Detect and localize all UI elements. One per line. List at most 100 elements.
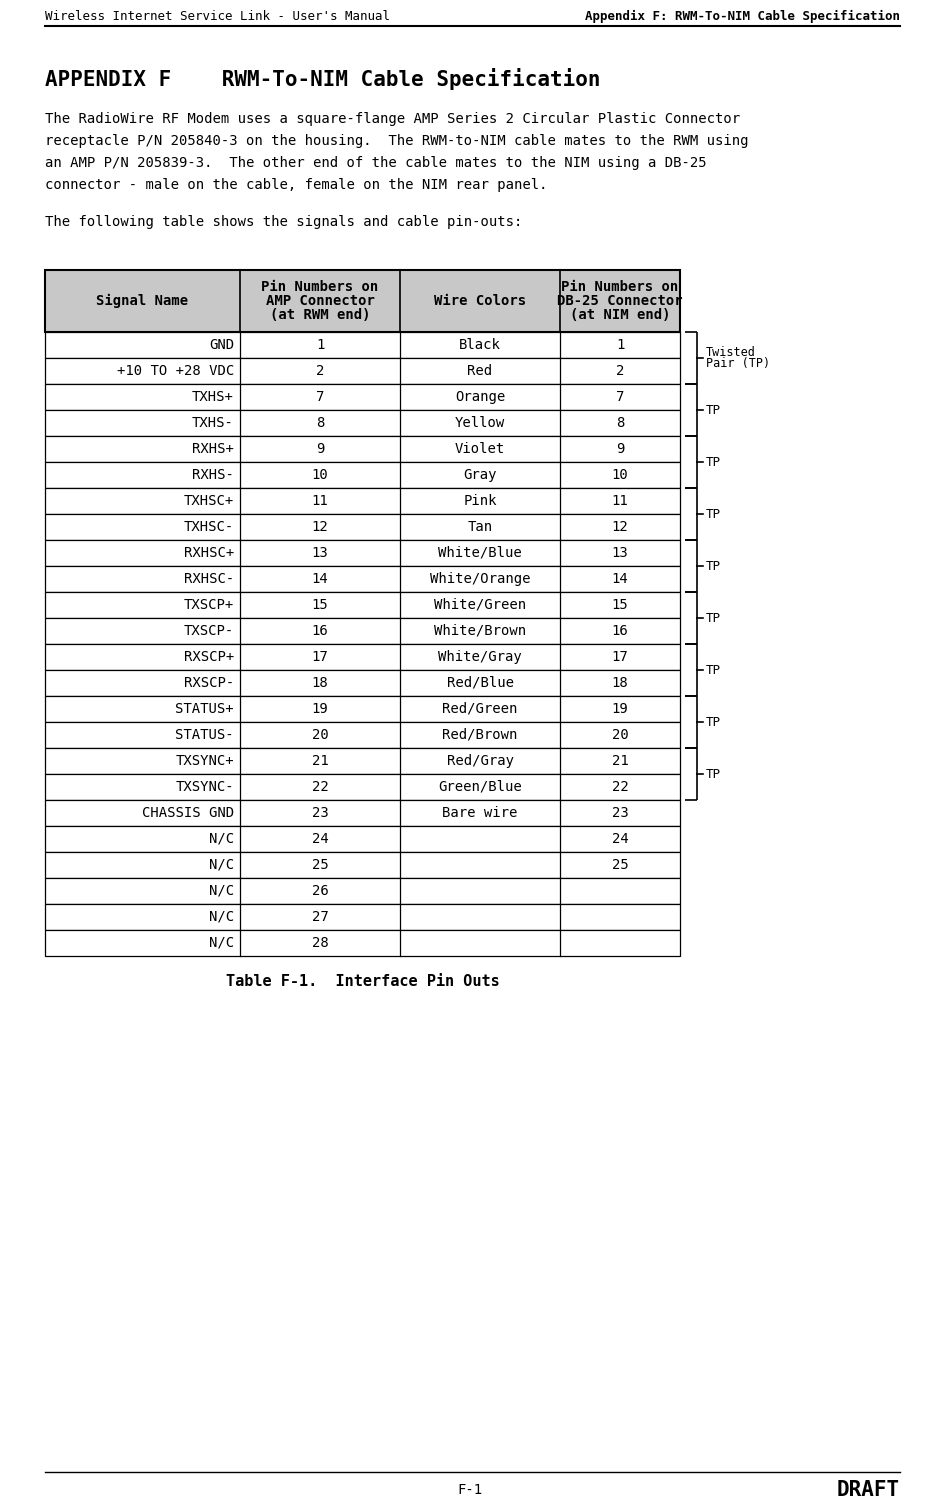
FancyBboxPatch shape (45, 878, 680, 903)
FancyBboxPatch shape (45, 903, 680, 930)
Text: RXSCP-: RXSCP- (183, 676, 234, 691)
Text: 15: 15 (312, 599, 328, 612)
Text: 12: 12 (612, 520, 628, 534)
Text: White/Blue: White/Blue (438, 546, 522, 559)
Text: Signal Name: Signal Name (97, 294, 189, 308)
Text: N/C: N/C (209, 909, 234, 924)
Text: White/Orange: White/Orange (430, 572, 530, 587)
Text: (at NIM end): (at NIM end) (570, 308, 670, 323)
Text: 15: 15 (612, 599, 628, 612)
Text: 27: 27 (312, 909, 328, 924)
Text: White/Gray: White/Gray (438, 650, 522, 664)
Text: 13: 13 (612, 546, 628, 559)
Text: TXSCP+: TXSCP+ (183, 599, 234, 612)
Text: N/C: N/C (209, 884, 234, 897)
Text: N/C: N/C (209, 832, 234, 846)
Text: DB-25 Connector: DB-25 Connector (557, 294, 682, 308)
FancyBboxPatch shape (45, 644, 680, 670)
FancyBboxPatch shape (45, 801, 680, 826)
Text: 26: 26 (312, 884, 328, 897)
Text: 8: 8 (616, 416, 624, 430)
Text: 24: 24 (612, 832, 628, 846)
Text: 19: 19 (612, 703, 628, 716)
Text: N/C: N/C (209, 858, 234, 872)
Text: Yellow: Yellow (455, 416, 505, 430)
FancyBboxPatch shape (45, 697, 680, 722)
Text: 20: 20 (312, 728, 328, 742)
Text: +10 TO +28 VDC: +10 TO +28 VDC (117, 363, 234, 379)
Text: 11: 11 (612, 495, 628, 508)
Text: Twisted: Twisted (706, 347, 756, 359)
Text: 7: 7 (616, 391, 624, 404)
Text: 28: 28 (312, 936, 328, 950)
Text: TXHS+: TXHS+ (192, 391, 234, 404)
Text: 22: 22 (312, 780, 328, 795)
Text: Red/Brown: Red/Brown (443, 728, 518, 742)
Text: receptacle P/N 205840-3 on the housing.  The RWM-to-NIM cable mates to the RWM u: receptacle P/N 205840-3 on the housing. … (45, 134, 748, 148)
Text: 14: 14 (612, 572, 628, 587)
Text: F-1: F-1 (458, 1482, 482, 1497)
Text: TXSYNC+: TXSYNC+ (176, 754, 234, 768)
Text: RXHSC+: RXHSC+ (183, 546, 234, 559)
Text: an AMP P/N 205839-3.  The other end of the cable mates to the NIM using a DB-25: an AMP P/N 205839-3. The other end of th… (45, 155, 707, 170)
Text: AMP Connector: AMP Connector (266, 294, 374, 308)
Text: White/Green: White/Green (434, 599, 526, 612)
Text: 21: 21 (612, 754, 628, 768)
Text: TP: TP (706, 508, 721, 520)
Text: 23: 23 (312, 805, 328, 820)
Text: Wireless Internet Service Link - User's Manual: Wireless Internet Service Link - User's … (45, 9, 390, 23)
Text: Pin Numbers on: Pin Numbers on (561, 280, 679, 294)
Text: 17: 17 (612, 650, 628, 664)
Text: 10: 10 (612, 467, 628, 483)
Text: GND: GND (209, 338, 234, 351)
FancyBboxPatch shape (45, 826, 680, 852)
Text: 17: 17 (312, 650, 328, 664)
Text: Bare wire: Bare wire (443, 805, 518, 820)
Text: 20: 20 (612, 728, 628, 742)
FancyBboxPatch shape (45, 540, 680, 566)
Text: 16: 16 (612, 624, 628, 638)
Text: 13: 13 (312, 546, 328, 559)
Text: Red: Red (467, 363, 493, 379)
Text: RXHS-: RXHS- (192, 467, 234, 483)
FancyBboxPatch shape (45, 514, 680, 540)
Text: TP: TP (706, 664, 721, 677)
FancyBboxPatch shape (45, 357, 680, 385)
Text: White/Brown: White/Brown (434, 624, 526, 638)
Text: (at RWM end): (at RWM end) (270, 308, 370, 323)
Text: 24: 24 (312, 832, 328, 846)
FancyBboxPatch shape (45, 852, 680, 878)
Text: 16: 16 (312, 624, 328, 638)
Text: 2: 2 (316, 363, 324, 379)
FancyBboxPatch shape (45, 436, 680, 461)
Text: 1: 1 (316, 338, 324, 351)
FancyBboxPatch shape (45, 930, 680, 956)
Text: 9: 9 (316, 442, 324, 455)
Text: 25: 25 (312, 858, 328, 872)
Text: 18: 18 (312, 676, 328, 691)
Text: CHASSIS GND: CHASSIS GND (142, 805, 234, 820)
FancyBboxPatch shape (45, 489, 680, 514)
Text: Red/Green: Red/Green (443, 703, 518, 716)
Text: TP: TP (706, 404, 721, 416)
Text: 25: 25 (612, 858, 628, 872)
Text: Pink: Pink (463, 495, 496, 508)
Text: Pair (TP): Pair (TP) (706, 357, 770, 369)
Text: 8: 8 (316, 416, 324, 430)
Text: 18: 18 (612, 676, 628, 691)
Text: RXSCP+: RXSCP+ (183, 650, 234, 664)
Text: RXHSC-: RXHSC- (183, 572, 234, 587)
Text: TP: TP (706, 559, 721, 573)
Text: Red/Gray: Red/Gray (446, 754, 513, 768)
Text: STATUS+: STATUS+ (176, 703, 234, 716)
Text: TP: TP (706, 455, 721, 469)
Text: 2: 2 (616, 363, 624, 379)
FancyBboxPatch shape (45, 748, 680, 774)
FancyBboxPatch shape (45, 270, 680, 332)
Text: N/C: N/C (209, 936, 234, 950)
Text: Orange: Orange (455, 391, 505, 404)
Text: Black: Black (459, 338, 501, 351)
Text: TXHSC+: TXHSC+ (183, 495, 234, 508)
FancyBboxPatch shape (45, 593, 680, 618)
Text: 12: 12 (312, 520, 328, 534)
